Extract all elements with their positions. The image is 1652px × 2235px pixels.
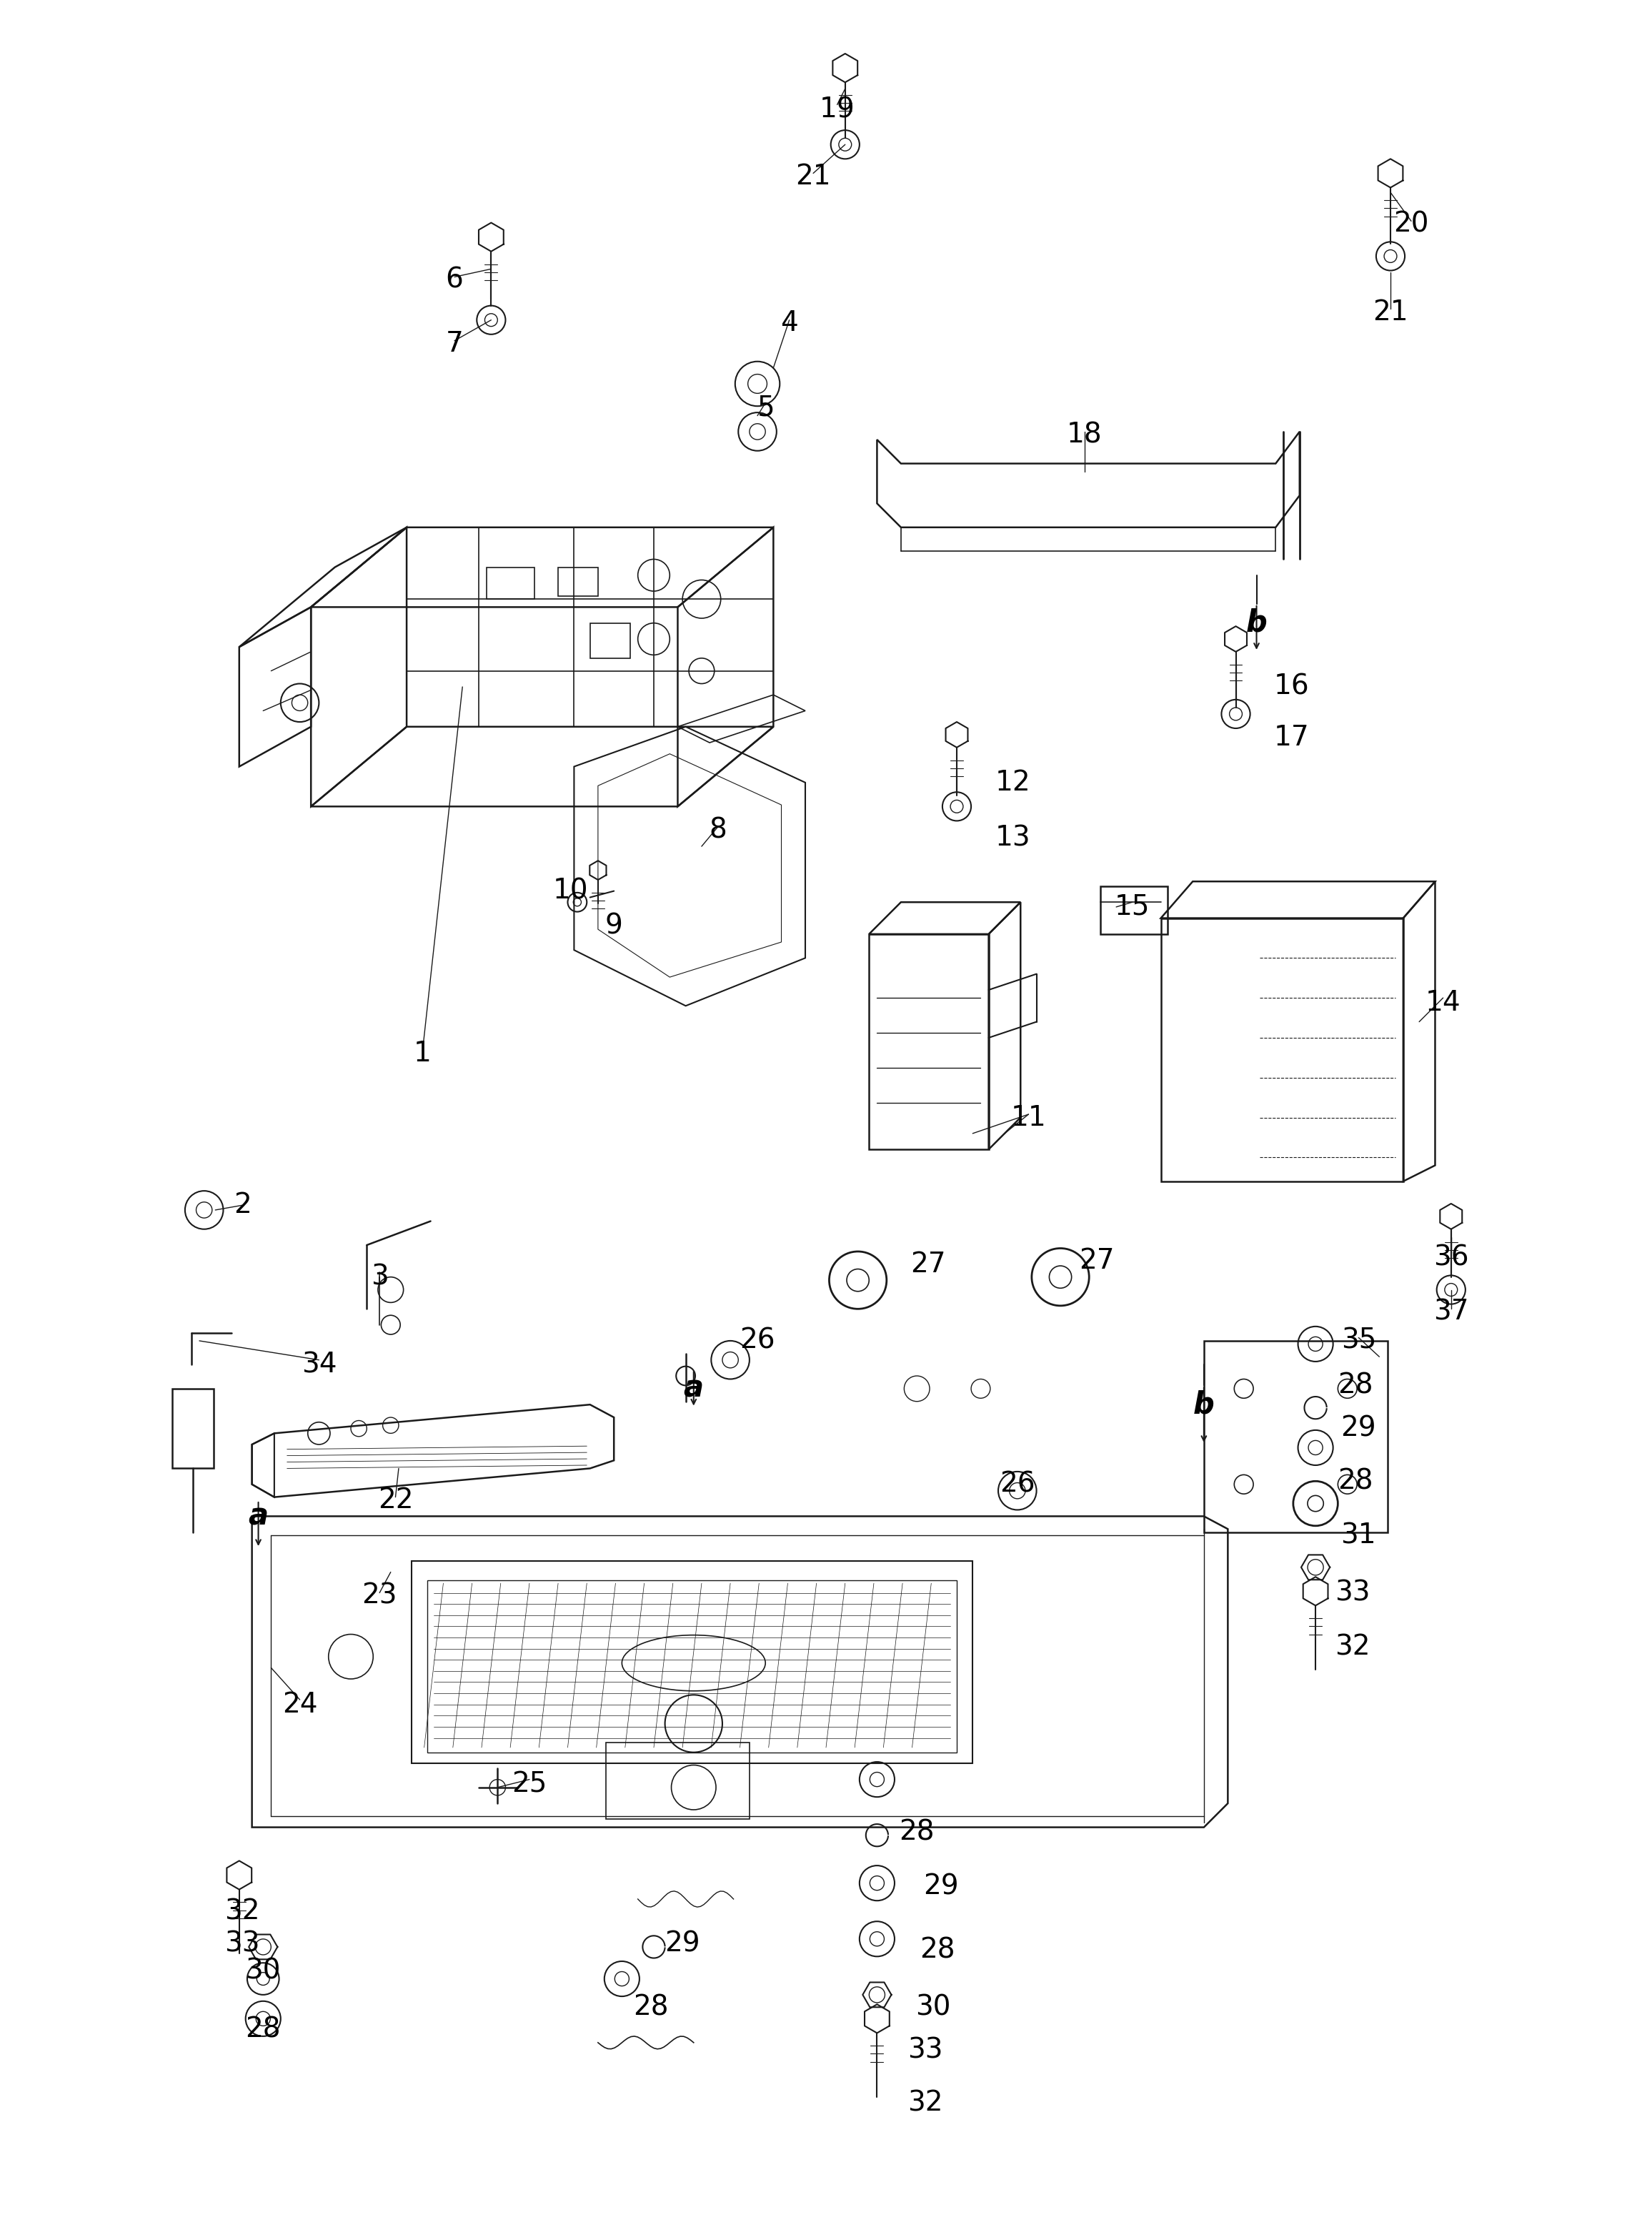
Bar	[486, 568, 534, 599]
Text: 27: 27	[910, 1252, 947, 1278]
Text: 37: 37	[1434, 1299, 1469, 1325]
Text: 32: 32	[907, 2090, 943, 2117]
Text: 20: 20	[1394, 210, 1429, 237]
Text: 19: 19	[819, 96, 856, 123]
Text: 4: 4	[780, 311, 798, 337]
Text: 5: 5	[757, 393, 775, 422]
Text: 33: 33	[1335, 1580, 1370, 1607]
Text: 22: 22	[378, 1486, 413, 1513]
Text: 35: 35	[1341, 1328, 1376, 1354]
Text: 6: 6	[446, 266, 463, 293]
Text: 36: 36	[1434, 1245, 1469, 1272]
Text: b: b	[1246, 608, 1267, 637]
Bar	[172, 1388, 213, 1468]
Text: 21: 21	[796, 163, 831, 190]
Text: 30: 30	[246, 1958, 281, 1985]
Text: 28: 28	[246, 2016, 281, 2043]
Text: 13: 13	[995, 825, 1031, 852]
Text: 2: 2	[233, 1191, 251, 1218]
Text: 17: 17	[1274, 724, 1310, 751]
Text: 28: 28	[920, 1936, 955, 1965]
Text: 23: 23	[362, 1582, 396, 1609]
Text: 11: 11	[1011, 1104, 1046, 1131]
Text: b: b	[1193, 1390, 1214, 1419]
Text: 10: 10	[553, 878, 588, 905]
Text: 31: 31	[1341, 1522, 1376, 1549]
Text: 7: 7	[446, 331, 463, 358]
Text: 32: 32	[225, 1898, 259, 1924]
Text: 29: 29	[664, 1931, 700, 1958]
Text: 24: 24	[282, 1692, 317, 1719]
Text: 28: 28	[1338, 1468, 1373, 1495]
Text: 12: 12	[995, 769, 1031, 796]
Text: 28: 28	[899, 1819, 935, 1846]
Bar	[590, 624, 629, 657]
Text: 27: 27	[1079, 1247, 1115, 1274]
Text: 34: 34	[301, 1352, 337, 1379]
Text: 29: 29	[1341, 1415, 1376, 1442]
Text: 8: 8	[709, 816, 727, 845]
Text: 18: 18	[1067, 420, 1102, 449]
Text: 1: 1	[413, 1039, 431, 1068]
Text: 9: 9	[605, 912, 623, 939]
Bar	[558, 568, 598, 597]
Text: 15: 15	[1115, 894, 1150, 921]
Text: 25: 25	[512, 1770, 547, 1797]
Text: 16: 16	[1274, 673, 1310, 700]
Text: 29: 29	[923, 1873, 958, 1900]
Text: 14: 14	[1426, 990, 1460, 1017]
Text: a: a	[684, 1375, 704, 1404]
Text: 26: 26	[999, 1471, 1036, 1497]
Text: 33: 33	[907, 2036, 943, 2065]
Text: 21: 21	[1373, 299, 1408, 326]
Text: 32: 32	[1335, 1634, 1370, 1661]
Bar	[606, 1743, 750, 1819]
Text: 3: 3	[370, 1263, 388, 1290]
Bar	[1100, 887, 1168, 934]
Text: 28: 28	[633, 1994, 669, 2020]
Text: 33: 33	[225, 1931, 259, 1958]
Text: a: a	[248, 1502, 268, 1531]
Text: 26: 26	[740, 1328, 775, 1354]
Text: 30: 30	[915, 1994, 950, 2020]
Text: 28: 28	[1338, 1372, 1373, 1399]
